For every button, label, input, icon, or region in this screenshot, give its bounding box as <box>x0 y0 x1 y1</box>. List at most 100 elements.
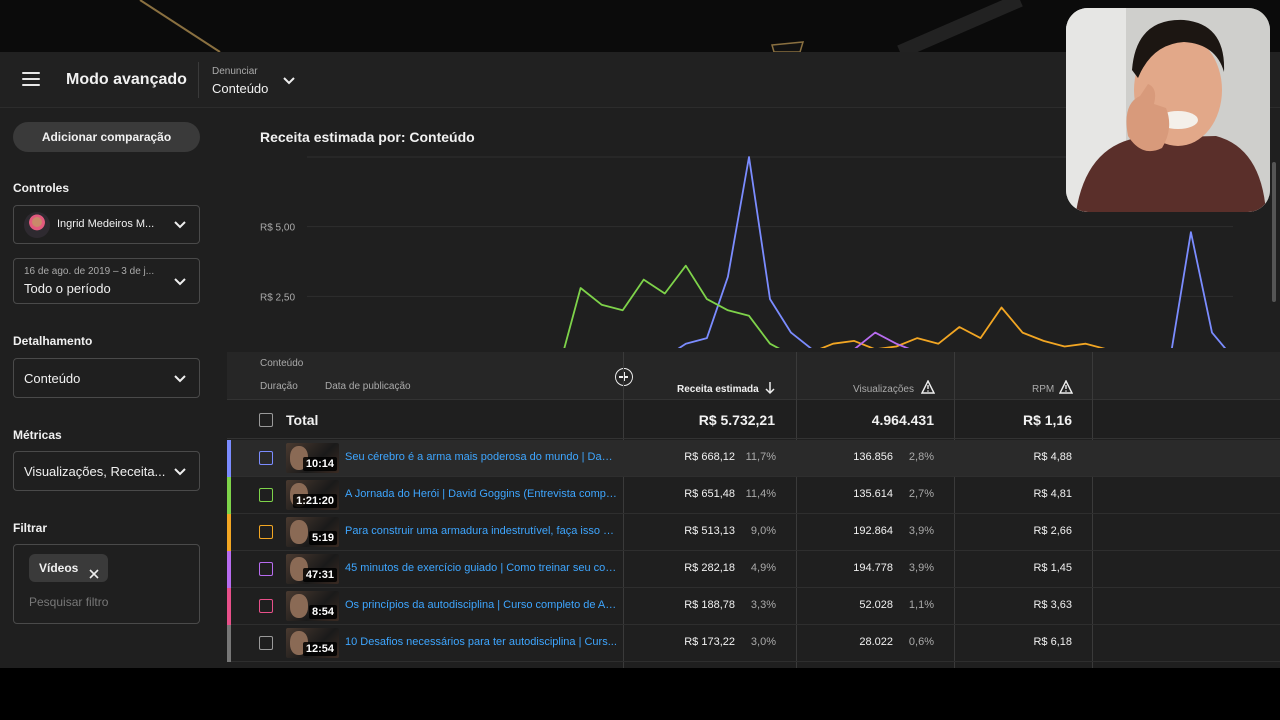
series-line-1[interactable] <box>307 264 1233 348</box>
select-all-checkbox[interactable] <box>259 413 273 427</box>
row-checkbox[interactable] <box>259 451 273 465</box>
revenue-value: R$ 188,78 <box>684 599 735 611</box>
revenue-percent: 9,0% <box>750 525 776 537</box>
col-rpm[interactable]: RPM <box>1032 384 1055 395</box>
main-content: Receita estimada por: Conteúdo R$ 0,00R$… <box>227 108 1280 668</box>
column-divider <box>1092 352 1093 668</box>
breakdown-select[interactable]: Conteúdo <box>13 358 200 398</box>
col-revenue[interactable]: Receita estimada <box>677 384 759 395</box>
filter-chip-videos[interactable]: Vídeos <box>29 554 109 582</box>
video-title-link[interactable]: Seu cérebro é a arma mais poderosa do mu… <box>345 451 617 463</box>
table-row[interactable]: 1:21:20 A Jornada do Herói | David Goggi… <box>227 477 1280 514</box>
rpm-value: R$ 3,63 <box>1033 599 1072 611</box>
col-views[interactable]: Visualizações <box>853 384 914 395</box>
video-title-link[interactable]: Para construir uma armadura indestrutíve… <box>345 525 617 537</box>
views-value: 194.778 <box>853 562 893 574</box>
video-title-link[interactable]: 45 minutos de exercício guiado | Como tr… <box>345 562 617 574</box>
chevron-down-icon <box>173 275 187 289</box>
row-checkbox[interactable] <box>259 488 273 502</box>
views-percent: 3,9% <box>908 525 934 537</box>
report-dropdown[interactable]: Denunciar Conteúdo <box>212 64 304 98</box>
hamburger-menu-icon[interactable] <box>22 72 40 88</box>
row-checkbox[interactable] <box>259 525 273 539</box>
avatar <box>24 212 50 238</box>
col-duration[interactable]: Duração <box>260 381 298 392</box>
background-decoration <box>139 0 1023 52</box>
add-comparison-button[interactable]: Adicionar comparação <box>13 122 200 152</box>
rpm-value: R$ 4,88 <box>1033 451 1072 463</box>
revenue-value: R$ 282,18 <box>684 562 735 574</box>
views-percent: 3,9% <box>908 562 934 574</box>
scrollbar[interactable] <box>1272 162 1276 302</box>
table-row[interactable]: 10:14 Seu cérebro é a arma mais poderosa… <box>227 440 1280 477</box>
metrics-title: Métricas <box>13 428 62 442</box>
table-row[interactable]: 8:54 Os princípios da autodisciplina | C… <box>227 588 1280 625</box>
breakdown-title: Detalhamento <box>13 334 93 348</box>
metrics-select[interactable]: Visualizações, Receita... <box>13 451 200 491</box>
arrow-down-icon[interactable] <box>764 381 776 400</box>
report-label: Denunciar <box>212 66 258 77</box>
plus-circle-icon[interactable] <box>615 368 633 386</box>
series-line-2[interactable] <box>307 306 1233 349</box>
rpm-value: R$ 4,81 <box>1033 488 1072 500</box>
video-title-link[interactable]: Os princípios da autodisciplina | Curso … <box>345 599 617 611</box>
warning-triangle-icon[interactable] <box>920 379 936 399</box>
webcam-overlay <box>1066 8 1270 212</box>
date-range-select[interactable]: 16 de ago. de 2019 – 3 de j... Todo o pe… <box>13 258 200 304</box>
revenue-value: R$ 668,12 <box>684 451 735 463</box>
series-color-bar <box>227 477 231 514</box>
video-duration: 8:54 <box>308 605 337 619</box>
channel-select[interactable]: Ingrid Medeiros M... <box>13 205 200 244</box>
views-value: 136.856 <box>853 451 893 463</box>
date-range-label: 16 de ago. de 2019 – 3 de j... <box>24 266 155 277</box>
total-revenue: R$ 5.732,21 <box>698 412 775 428</box>
column-divider <box>796 352 797 668</box>
video-thumbnail[interactable]: 47:31 <box>286 554 339 584</box>
chart-title: Receita estimada por: Conteúdo <box>260 129 475 145</box>
col-content: Conteúdo <box>260 358 304 369</box>
video-thumbnail[interactable]: 5:19 <box>286 517 339 547</box>
breakdown-value: Conteúdo <box>24 371 81 386</box>
revenue-percent: 4,9% <box>750 562 776 574</box>
column-divider <box>954 352 955 668</box>
filter-search-input[interactable] <box>29 593 189 611</box>
close-icon[interactable] <box>88 562 100 579</box>
chevron-down-icon <box>173 372 187 386</box>
video-title-link[interactable]: A Jornada do Herói | David Goggins (Entr… <box>345 488 617 500</box>
table-row[interactable]: 47:31 45 minutos de exercício guiado | C… <box>227 551 1280 588</box>
total-rpm: R$ 1,16 <box>1022 412 1072 428</box>
views-value: 52.028 <box>859 599 893 611</box>
metrics-value: Visualizações, Receita... <box>24 464 166 479</box>
background-bottom-band <box>0 668 1280 720</box>
header-divider <box>198 62 199 98</box>
warning-triangle-icon[interactable] <box>1058 379 1074 399</box>
video-thumbnail[interactable]: 12:54 <box>286 628 339 658</box>
views-value: 28.022 <box>859 636 893 648</box>
views-percent: 2,7% <box>908 488 934 500</box>
table-row[interactable]: 12:54 10 Desafios necessários para ter a… <box>227 625 1280 662</box>
revenue-value: R$ 173,22 <box>684 636 735 648</box>
row-checkbox[interactable] <box>259 562 273 576</box>
video-duration: 10:14 <box>302 457 337 471</box>
chevron-down-icon <box>173 465 187 479</box>
total-views: 4.964.431 <box>871 412 934 428</box>
video-thumbnail[interactable]: 1:21:20 <box>286 480 339 510</box>
total-label: Total <box>286 412 319 428</box>
series-line-0[interactable] <box>307 156 1233 348</box>
video-title-link[interactable]: 10 Desafios necessários para ter autodis… <box>345 636 617 648</box>
revenue-percent: 11,4% <box>745 488 776 500</box>
row-checkbox[interactable] <box>259 599 273 613</box>
revenue-value: R$ 513,13 <box>684 525 735 537</box>
views-percent: 2,8% <box>908 451 934 463</box>
series-color-bar <box>227 514 231 551</box>
video-thumbnail[interactable]: 8:54 <box>286 591 339 621</box>
row-checkbox[interactable] <box>259 636 273 650</box>
table-row[interactable]: 5:19 Para construir uma armadura indestr… <box>227 514 1280 551</box>
controls-title: Controles <box>13 181 70 195</box>
filter-title: Filtrar <box>13 521 48 535</box>
filter-chip-label: Vídeos <box>39 561 79 575</box>
video-duration: 47:31 <box>302 568 337 582</box>
col-publish-date[interactable]: Data de publicação <box>325 381 411 392</box>
video-thumbnail[interactable]: 10:14 <box>286 443 339 473</box>
report-value: Conteúdo <box>212 81 269 96</box>
